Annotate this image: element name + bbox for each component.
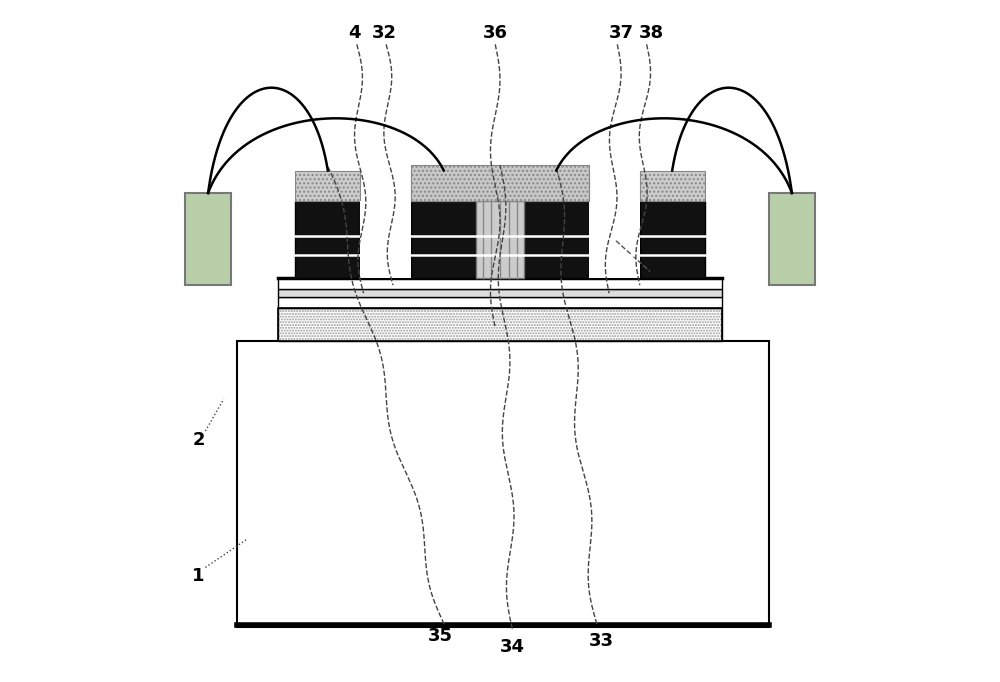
Bar — [524, 170, 589, 201]
Text: 38: 38 — [639, 24, 664, 42]
Bar — [476, 201, 524, 278]
Bar — [237, 341, 769, 627]
Bar — [411, 165, 589, 201]
Bar — [185, 193, 231, 285]
Bar — [524, 201, 589, 278]
Text: 4: 4 — [348, 24, 360, 42]
Text: 36: 36 — [483, 24, 508, 42]
Bar — [769, 193, 815, 285]
Bar — [295, 201, 360, 278]
Bar — [278, 308, 722, 341]
Bar — [640, 201, 705, 278]
Bar — [589, 201, 640, 278]
Text: 37: 37 — [609, 24, 634, 42]
Bar — [640, 170, 705, 201]
Text: 2: 2 — [192, 431, 205, 449]
Bar — [360, 201, 411, 278]
Bar — [278, 289, 722, 297]
Bar — [411, 201, 476, 278]
Bar — [295, 170, 360, 201]
Text: 32: 32 — [372, 24, 397, 42]
Text: 33: 33 — [588, 632, 613, 650]
Bar — [278, 308, 722, 341]
Text: 34: 34 — [500, 638, 525, 655]
Text: 1: 1 — [192, 567, 205, 585]
Bar — [411, 170, 476, 201]
Bar — [278, 297, 722, 308]
Bar — [278, 278, 722, 289]
Bar — [278, 308, 722, 341]
Text: 35: 35 — [427, 627, 452, 644]
